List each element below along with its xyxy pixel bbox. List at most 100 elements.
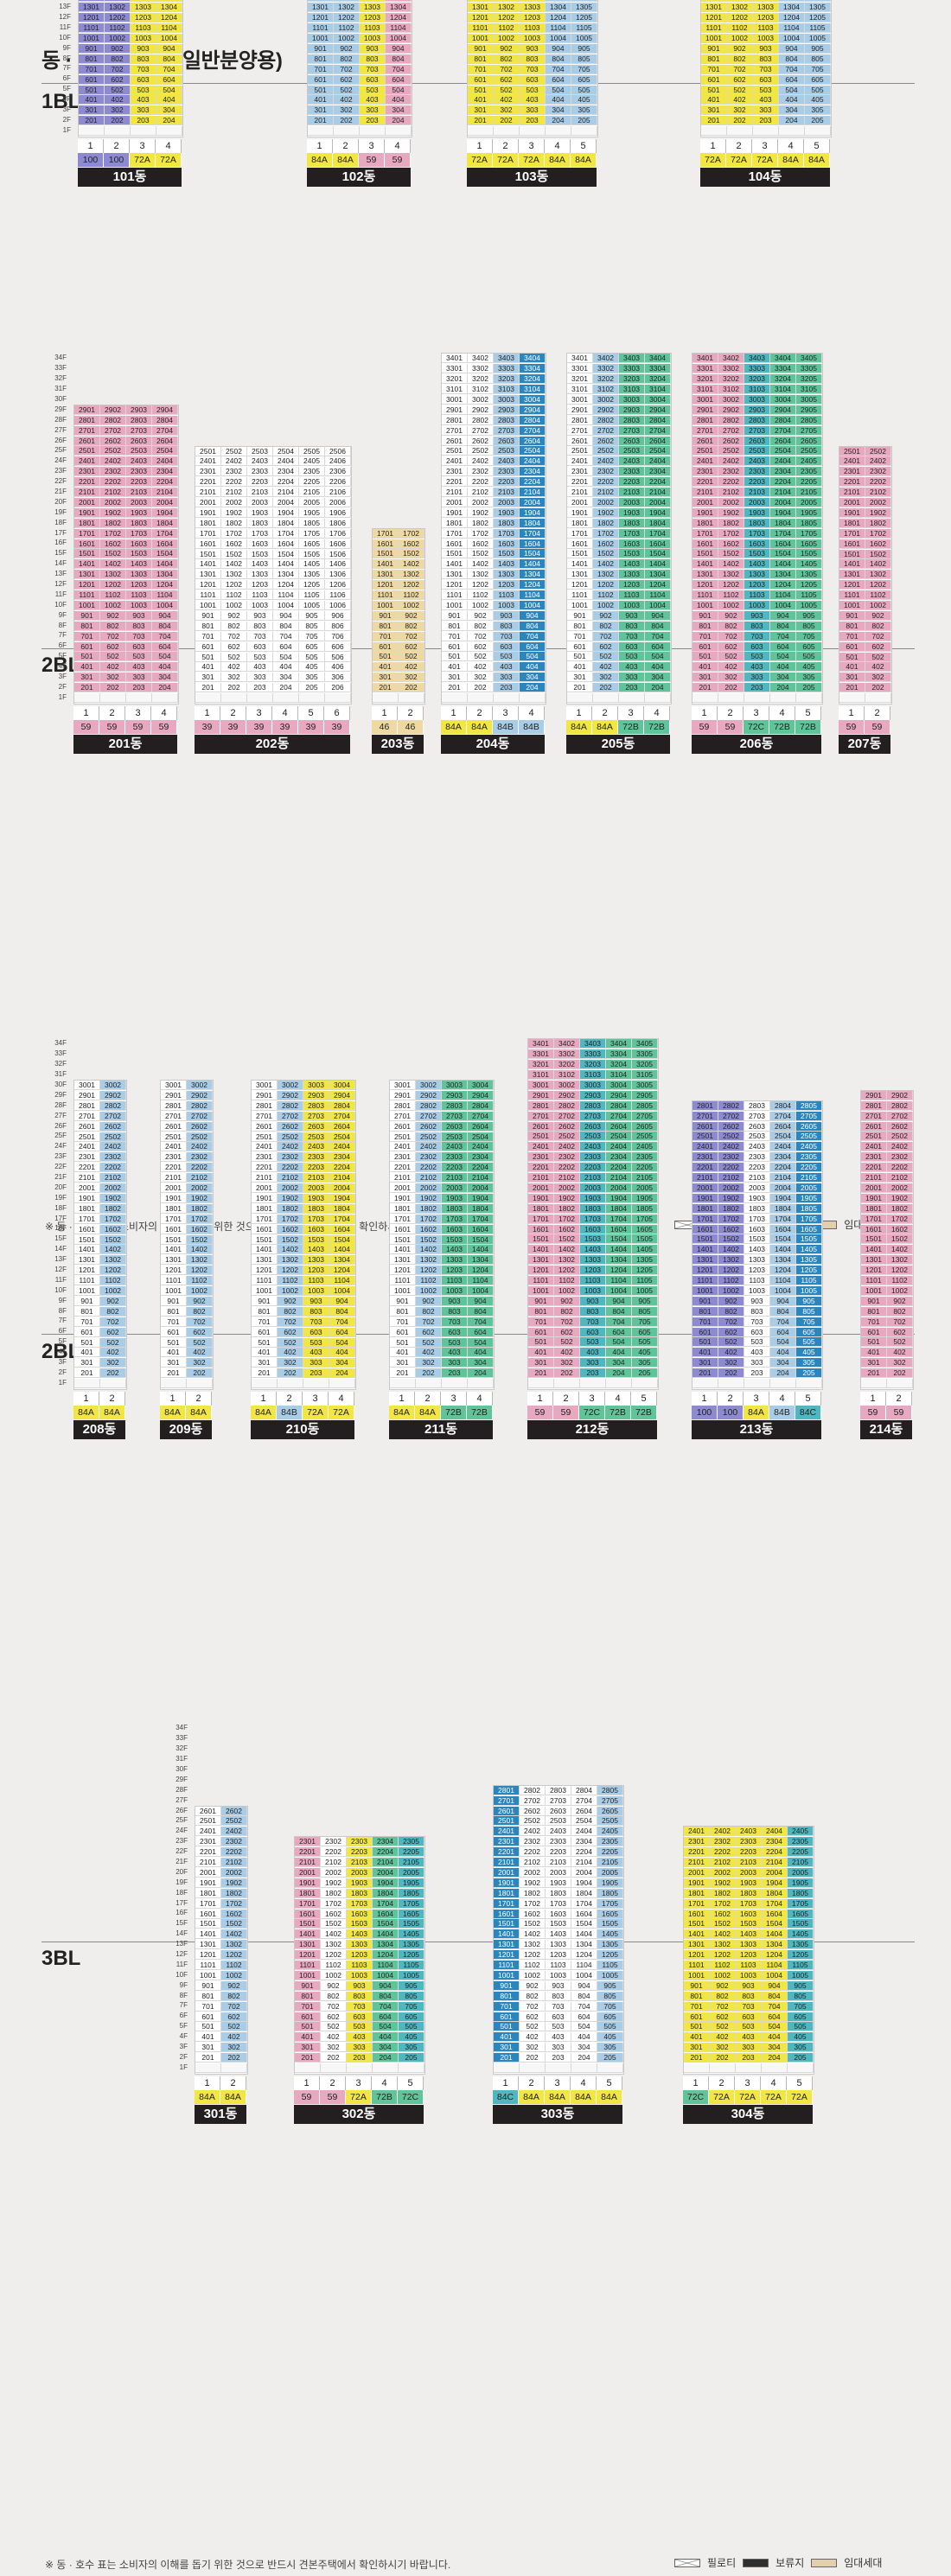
unit-type: 39: [324, 720, 350, 734]
unit-cell: 1701: [494, 1898, 520, 1909]
unit-cell: 2004: [329, 1183, 355, 1193]
unit-cell: 1501: [295, 1919, 321, 1929]
unit-cell: 2703: [580, 1111, 606, 1121]
unit-cell: 704: [520, 631, 546, 641]
unit-cell: 2304: [329, 1152, 355, 1163]
unit-cell: 2301: [494, 1837, 520, 1847]
unit-cell: 603: [520, 74, 546, 85]
unit-cell: 3004: [645, 394, 671, 405]
unit-cell: 1405: [805, 0, 831, 3]
unit-cell: 501: [74, 1337, 100, 1348]
unit-cell: 301: [839, 673, 865, 683]
unit-cell: 405: [299, 662, 325, 673]
unit-cell: 2302: [221, 1837, 247, 1847]
unit-cell: 803: [360, 54, 386, 64]
unit-cell: 401: [528, 1348, 554, 1358]
unit-cell: 3002: [593, 394, 619, 405]
line-number: 2: [726, 139, 752, 153]
unit-cell: 402: [321, 2032, 347, 2043]
unit-cell: 3004: [606, 1080, 632, 1090]
unit-cell: [805, 126, 831, 137]
unit-cell: 1402: [718, 559, 744, 570]
floor-label: 16F: [176, 1909, 188, 1917]
unit-cell: 2101: [528, 1173, 554, 1183]
unit-cell: 2501: [252, 1132, 278, 1142]
unit-cell: 305: [597, 2043, 623, 2053]
unit-cell: 2904: [606, 1090, 632, 1100]
unit-cell: 2702: [718, 1111, 744, 1121]
unit-cell: 1004: [520, 600, 546, 610]
unit-cell: 1401: [684, 1929, 710, 1940]
unit-type: 72A: [787, 2090, 813, 2104]
unit-cell: 1302: [105, 3, 131, 13]
unit-cell: [494, 2063, 520, 2074]
unit-cell: 1801: [528, 1203, 554, 1214]
unit-cell: 2803: [303, 1100, 329, 1111]
unit-cell: 2302: [416, 1152, 442, 1163]
unit-cell: 304: [468, 1358, 494, 1368]
unit-cell: 903: [520, 43, 546, 54]
unit-cell: 2702: [718, 425, 744, 436]
unit-cell: 402: [554, 1348, 580, 1358]
unit-type-row: 59 59 72A 72B 72C: [294, 2090, 424, 2104]
unit-type: 84A: [333, 153, 359, 167]
unit-cell: 1203: [619, 580, 645, 590]
unit-type: 59: [73, 720, 99, 734]
unit-cell: 304: [546, 105, 571, 116]
unit-cell: 501: [442, 652, 468, 662]
unit-cell: [187, 1379, 213, 1389]
unit-cell: 802: [718, 1306, 744, 1317]
line-number: 4: [769, 706, 795, 720]
unit-cell: 901: [693, 1296, 718, 1306]
unit-cell: 501: [390, 1337, 416, 1348]
unit-cell: [399, 2063, 424, 2074]
floor-label: 9F: [179, 1980, 188, 1989]
unit-cell: 1405: [299, 559, 325, 570]
unit-cell: 2004: [468, 1183, 494, 1193]
unit-cell: 1204: [770, 1266, 796, 1276]
unit-cell: 1004: [468, 1286, 494, 1296]
unit-cell: 702: [718, 631, 744, 641]
unit-cell: 3302: [468, 364, 494, 374]
unit-cell: [546, 126, 571, 137]
unit-cell: 2001: [74, 1183, 100, 1193]
unit-cell: 2401: [74, 1142, 100, 1152]
unit-cell: 1402: [520, 1929, 546, 1940]
unit-cell: 3301: [693, 364, 718, 374]
unit-cell: 1201: [195, 580, 221, 590]
unit-cell: 1604: [770, 1224, 796, 1234]
unit-cell: [684, 2063, 710, 2074]
line-number: 5: [398, 2076, 424, 2090]
unit-cell: 1902: [221, 507, 247, 518]
unit-cell: 701: [74, 1317, 100, 1327]
line-number: 1: [389, 1392, 415, 1406]
unit-cell: 2401: [861, 1142, 887, 1152]
unit-cell: 1801: [494, 1888, 520, 1898]
unit-cell: 2601: [195, 1806, 221, 1816]
unit-cell: 1001: [161, 1286, 187, 1296]
unit-cell: 804: [762, 1991, 788, 2001]
unit-cell: [645, 693, 671, 704]
unit-cell: 201: [390, 1368, 416, 1379]
legend-bottom: 필로티 보류지 임대세대: [674, 2555, 882, 2570]
unit-cell: 2702: [593, 425, 619, 436]
unit-cell: 2101: [839, 488, 865, 498]
unit-cell: 2304: [152, 467, 178, 477]
unit-cell: 902: [221, 610, 247, 621]
unit-cell: 1902: [718, 507, 744, 518]
unit-cell: 404: [571, 2032, 597, 2043]
unit-cell: 802: [100, 1306, 126, 1317]
unit-cell: 503: [619, 652, 645, 662]
unit-cell: 803: [744, 1306, 770, 1317]
unit-cell: 306: [325, 673, 351, 683]
unit-cell: 2203: [744, 1163, 770, 1173]
unit-cell: 1004: [779, 34, 805, 43]
unit-cell: 2701: [494, 1795, 520, 1806]
line-number: 3: [441, 1392, 467, 1406]
unit-cell: 504: [520, 652, 546, 662]
unit-cell: 2203: [303, 1163, 329, 1173]
unit-cell: 2702: [187, 1111, 213, 1121]
unit-cell: [520, 126, 546, 137]
unit-cell: 703: [131, 64, 156, 74]
